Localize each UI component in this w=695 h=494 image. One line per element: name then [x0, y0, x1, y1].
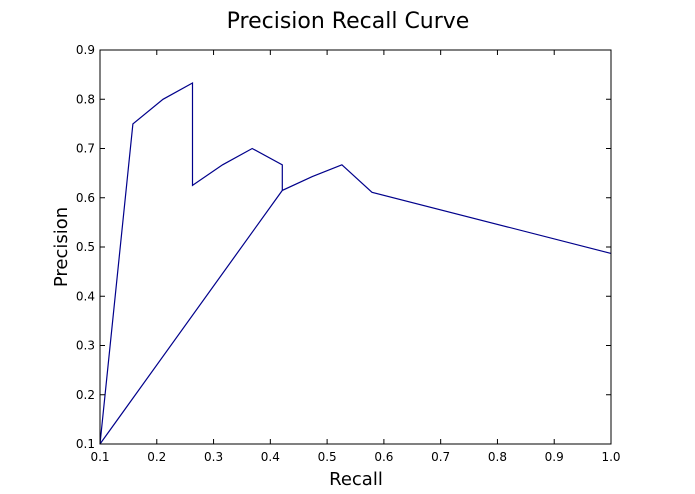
y-tick-label: 0.2	[76, 388, 95, 402]
chart-title: Precision Recall Curve	[227, 9, 470, 34]
x-tick-label: 0.8	[488, 450, 507, 464]
y-axis-label: Precision	[51, 207, 72, 287]
plot-frame	[99, 49, 612, 445]
x-tick-label: 1.0	[601, 450, 620, 464]
x-axis: 0.1 0.2 0.3 0.4 0.5 0.6 0.7 0.8 0.9 1.0	[90, 50, 621, 464]
x-tick-label: 0.4	[261, 450, 280, 464]
y-tick-label: 0.6	[76, 191, 95, 205]
plot-area	[99, 81, 612, 445]
x-tick-label: 0.7	[431, 450, 450, 464]
y-axis: 0.1 0.2 0.3 0.4 0.5 0.6 0.7 0.8 0.9	[76, 43, 611, 451]
x-tick-label: 0.9	[545, 450, 564, 464]
y-tick-label: 0.8	[76, 92, 95, 106]
x-tick-label: 0.3	[204, 450, 223, 464]
y-tick-label: 0.9	[76, 43, 95, 57]
x-axis-label: Recall	[329, 469, 383, 490]
y-tick-label: 0.5	[76, 240, 95, 254]
x-tick-label: 0.2	[147, 450, 166, 464]
x-tick-label: 0.6	[374, 450, 393, 464]
y-tick-label: 0.4	[76, 289, 95, 303]
y-tick-label: 0.7	[76, 142, 95, 156]
y-tick-label: 0.1	[76, 437, 95, 451]
series-line-0	[99, 81, 612, 445]
x-tick-label: 0.1	[90, 450, 109, 464]
y-tick-label: 0.3	[76, 339, 95, 353]
x-tick-label: 0.5	[318, 450, 337, 464]
